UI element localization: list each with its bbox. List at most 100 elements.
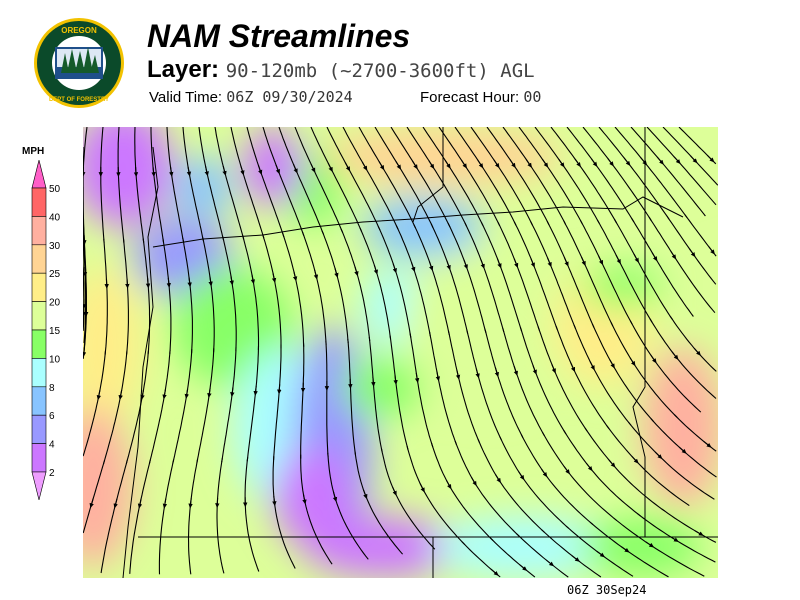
wind-speed-region (83, 127, 173, 227)
streamline (454, 440, 520, 537)
streamline (310, 127, 363, 232)
streamline (166, 127, 185, 242)
streamline-arrow (656, 156, 664, 165)
streamline (497, 221, 540, 331)
streamline-arrow (302, 494, 307, 505)
streamline-arrow (207, 388, 212, 399)
streamline-arrow (145, 278, 151, 289)
streamline (358, 127, 417, 229)
wind-speed-region (343, 357, 423, 417)
streamline (409, 333, 434, 448)
streamline-arrow (361, 161, 368, 171)
streamline (150, 127, 165, 243)
streamline-arrow (275, 164, 280, 175)
legend-swatch (31, 386, 47, 416)
streamline (278, 127, 324, 235)
streamline (519, 327, 567, 434)
streamline-arrow (532, 365, 537, 375)
streamline-arrow (645, 541, 655, 548)
streamline (102, 350, 128, 465)
streamline (580, 220, 633, 325)
streamline (598, 127, 670, 220)
streamline-arrow (137, 498, 143, 509)
streamline-arrow (419, 483, 425, 493)
streamline-arrow (598, 255, 604, 266)
streamline-arrow (184, 388, 189, 399)
streamline (649, 318, 717, 399)
streamline-arrow (585, 462, 593, 472)
streamline (202, 237, 215, 353)
color-legend: 50 40 30 25 20 15 10 8 6 4 2 (31, 160, 61, 500)
streamline (542, 432, 618, 521)
streamline (502, 127, 567, 225)
streamline (515, 533, 569, 578)
streamline-arrow (392, 263, 397, 274)
streamline-arrow (558, 158, 565, 168)
page-title: NAM Streamlines (147, 18, 411, 54)
streamline (648, 217, 716, 314)
streamline-arrow (563, 465, 570, 475)
streamline (321, 230, 349, 343)
streamline (172, 349, 193, 464)
streamline (83, 459, 106, 534)
streamline-arrow (169, 166, 174, 177)
layer-info: Layer: 90-120mb (~2700-3600ft) AGL (147, 56, 535, 84)
streamline (438, 127, 501, 226)
streamline-arrow (495, 474, 501, 484)
streamline-arrow (162, 389, 167, 400)
streamline (230, 127, 265, 239)
streamline-arrow (574, 158, 581, 168)
streamline (359, 227, 392, 340)
streamline-arrow (542, 159, 549, 168)
streamline (282, 232, 305, 347)
streamline-arrow (623, 157, 631, 167)
streamline (422, 127, 484, 227)
streamline (83, 187, 87, 311)
streamline (566, 127, 635, 223)
streamline-arrow (410, 262, 416, 273)
legend-tick-label: 10 (49, 354, 61, 365)
streamline-arrow (509, 159, 516, 169)
streamline-arrow (362, 489, 368, 500)
streamline-arrow (186, 166, 192, 177)
legend-tick-label: 15 (49, 326, 61, 337)
streamline-arrow (530, 258, 535, 268)
streamline (301, 231, 327, 345)
streamline (406, 445, 466, 545)
streamline (196, 348, 215, 463)
streamline-arrow (689, 248, 696, 258)
oregon-department-of-forestry-logo: OREGON DEPT OF FORESTRY (34, 18, 124, 108)
streamline-arrow (629, 357, 636, 367)
svg-text:OREGON: OREGON (61, 26, 97, 35)
streamline (83, 226, 87, 343)
streamline (537, 326, 588, 432)
state-borders (122, 127, 718, 578)
streamline-arrow (541, 468, 548, 478)
streamline-arrow (133, 166, 139, 178)
streamline-arrow (633, 253, 639, 264)
streamline-arrow (327, 162, 333, 173)
streamline-arrow (292, 271, 298, 282)
wind-speed-region (583, 517, 703, 577)
streamline (122, 238, 129, 355)
streamline (630, 127, 706, 217)
legend-min-arrow (31, 471, 47, 500)
legend-swatch (31, 187, 47, 217)
streamline (142, 238, 151, 355)
legend-tick-label: 40 (49, 212, 61, 223)
streamline-arrow (651, 252, 658, 262)
streamline (83, 350, 107, 457)
streamline (134, 127, 145, 243)
legend-tick-label: 30 (49, 241, 61, 252)
streamline-arrow (571, 555, 580, 562)
streamline (340, 228, 371, 342)
streamline-arrow (411, 160, 418, 170)
streamline (262, 127, 305, 236)
streamline-arrow (230, 387, 235, 398)
streamline (125, 350, 150, 465)
streamline-arrow (310, 163, 316, 173)
streamline (374, 127, 434, 228)
streamline (294, 127, 344, 233)
streamline-arrow (222, 165, 227, 177)
streamline-arrow (89, 498, 94, 509)
